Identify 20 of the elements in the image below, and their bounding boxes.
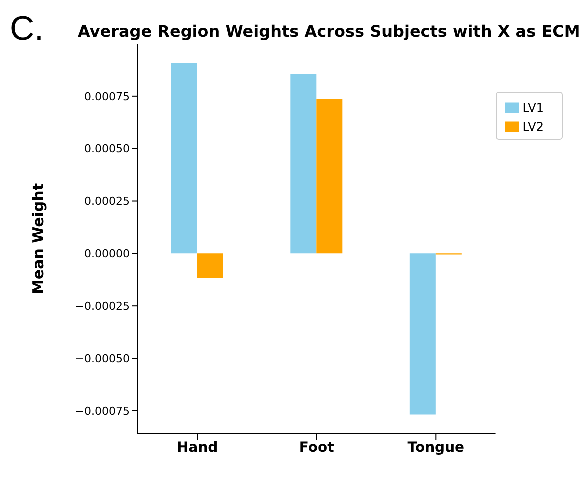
y-tick-label: 0.00050 [84,142,130,156]
y-tick-label: −0.00050 [75,352,130,366]
chart-title: Average Region Weights Across Subjects with X as ECM [78,22,580,41]
y-tick-label: −0.00075 [75,404,130,418]
bar [316,99,343,254]
y-tick-label: 0.00025 [84,195,130,208]
bar [197,254,224,278]
x-tick-label: Tongue [408,440,465,456]
y-tick-label: 0.00000 [84,248,130,261]
bar [290,74,317,254]
x-tick-label: Foot [299,440,335,456]
text: C. [10,10,44,49]
y-tick-label: −0.00025 [75,300,130,313]
y-tick-label: 0.00075 [84,90,130,104]
bar [410,254,436,415]
legend-label: LV2 [522,120,544,134]
x-tick-label: Hand [177,440,218,456]
legend-label: LV1 [522,101,544,115]
bar [171,63,198,254]
y-axis-title: Mean Weight [29,183,48,295]
